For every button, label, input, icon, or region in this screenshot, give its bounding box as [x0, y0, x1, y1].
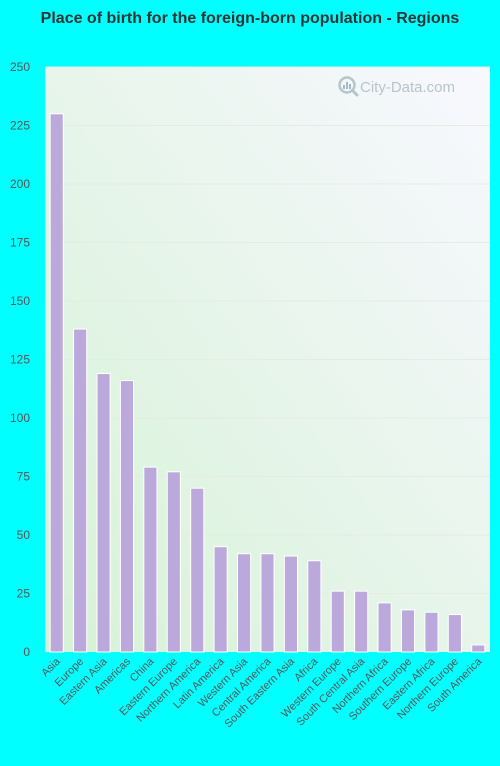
bar [354, 590, 369, 653]
bar [471, 644, 486, 653]
y-tick-label: 25 [17, 587, 31, 601]
bar [166, 471, 181, 653]
y-tick-label: 75 [17, 470, 31, 484]
y-tick-label: 175 [10, 236, 30, 250]
magnifier-icon [338, 76, 359, 97]
bar [213, 546, 228, 653]
bar [49, 113, 64, 653]
chart-title: Place of birth for the foreign-born popu… [40, 10, 460, 27]
y-axis: 0 25 50 75 100 125 150 175 200 225 250 [10, 60, 30, 659]
bar [190, 487, 205, 653]
bar [283, 555, 298, 653]
bar [400, 609, 416, 653]
y-tick-label: 150 [10, 294, 30, 308]
y-tick-label: 125 [10, 353, 30, 367]
y-tick-label: 250 [10, 60, 30, 74]
bar [119, 380, 135, 653]
y-tick-label: 50 [17, 528, 31, 542]
bar [96, 373, 111, 653]
bar [143, 466, 158, 653]
bar [377, 602, 392, 653]
bar [260, 553, 275, 653]
bar [73, 328, 88, 653]
bar [307, 560, 322, 653]
y-tick-label: 0 [23, 645, 30, 659]
bar [447, 614, 462, 653]
watermark: City-Data.com [338, 76, 455, 97]
y-tick-label: 225 [10, 119, 30, 133]
bars [49, 113, 486, 653]
bar [424, 611, 439, 653]
bar [237, 553, 252, 653]
y-tick-label: 200 [10, 177, 30, 191]
watermark-text: City-Data.com [360, 79, 455, 96]
y-tick-label: 100 [10, 411, 30, 425]
bar [330, 590, 345, 653]
